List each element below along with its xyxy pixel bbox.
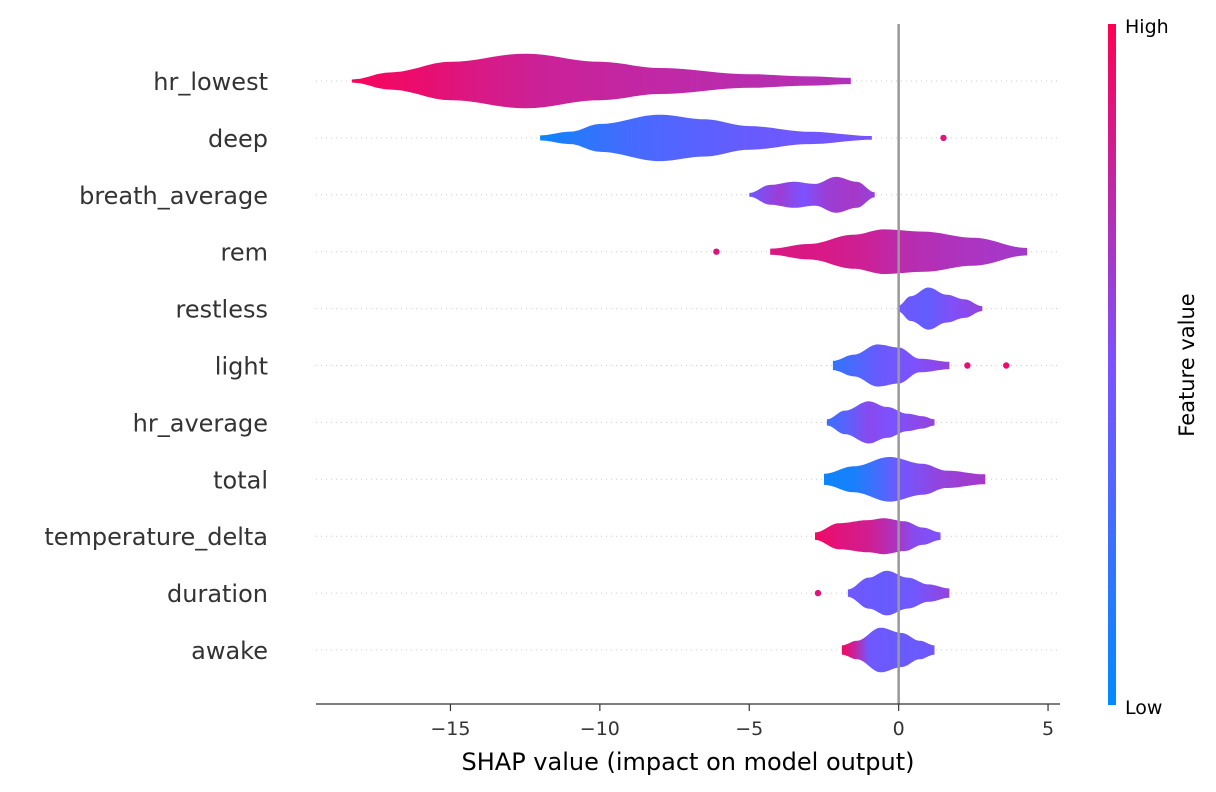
outlier-point <box>940 134 947 142</box>
feature-label: duration <box>167 580 268 608</box>
x-tick-label: −15 <box>430 718 470 740</box>
feature-label: light <box>215 353 268 381</box>
x-tick-label: 5 <box>1042 718 1054 740</box>
x-tick-label: −5 <box>735 718 763 740</box>
feature-label: restless <box>176 296 268 324</box>
outlier-point <box>1003 362 1010 369</box>
feature-label: breath_average <box>79 182 268 210</box>
colorbar-high-label: High <box>1125 16 1169 38</box>
x-axis-title: SHAP value (impact on model output) <box>462 748 915 776</box>
x-axis: −15 −10 −5 0 5 <box>316 703 1060 740</box>
colorbar-gradient <box>1108 24 1116 705</box>
feature-label: hr_average <box>133 409 268 437</box>
colorbar-title: Feature value <box>1175 293 1199 436</box>
violin-light <box>832 344 950 387</box>
violin-awake <box>841 627 935 673</box>
feature-label: awake <box>191 637 268 665</box>
feature-label: deep <box>208 125 268 153</box>
violin-temperature-delta <box>815 518 941 555</box>
outlier-point <box>814 589 822 597</box>
colorbar-low-label: Low <box>1125 697 1162 719</box>
outlier-point <box>964 362 971 369</box>
outlier-point <box>713 248 720 255</box>
feature-label: temperature_delta <box>44 523 268 551</box>
violin-hr-average <box>826 401 935 444</box>
colorbar: High Low Feature value <box>1108 16 1199 719</box>
violin-total <box>824 457 986 502</box>
violin-breath-average <box>749 176 875 213</box>
x-tick-label: −10 <box>580 718 620 740</box>
feature-label: hr_lowest <box>153 68 268 96</box>
violin-restless <box>898 287 983 330</box>
feature-label: total <box>213 466 268 494</box>
violin-deep <box>540 114 872 162</box>
violin-plots <box>351 53 1028 673</box>
x-tick-label: 0 <box>893 718 905 740</box>
violin-hr-lowest <box>351 53 851 109</box>
feature-label: rem <box>221 239 268 267</box>
